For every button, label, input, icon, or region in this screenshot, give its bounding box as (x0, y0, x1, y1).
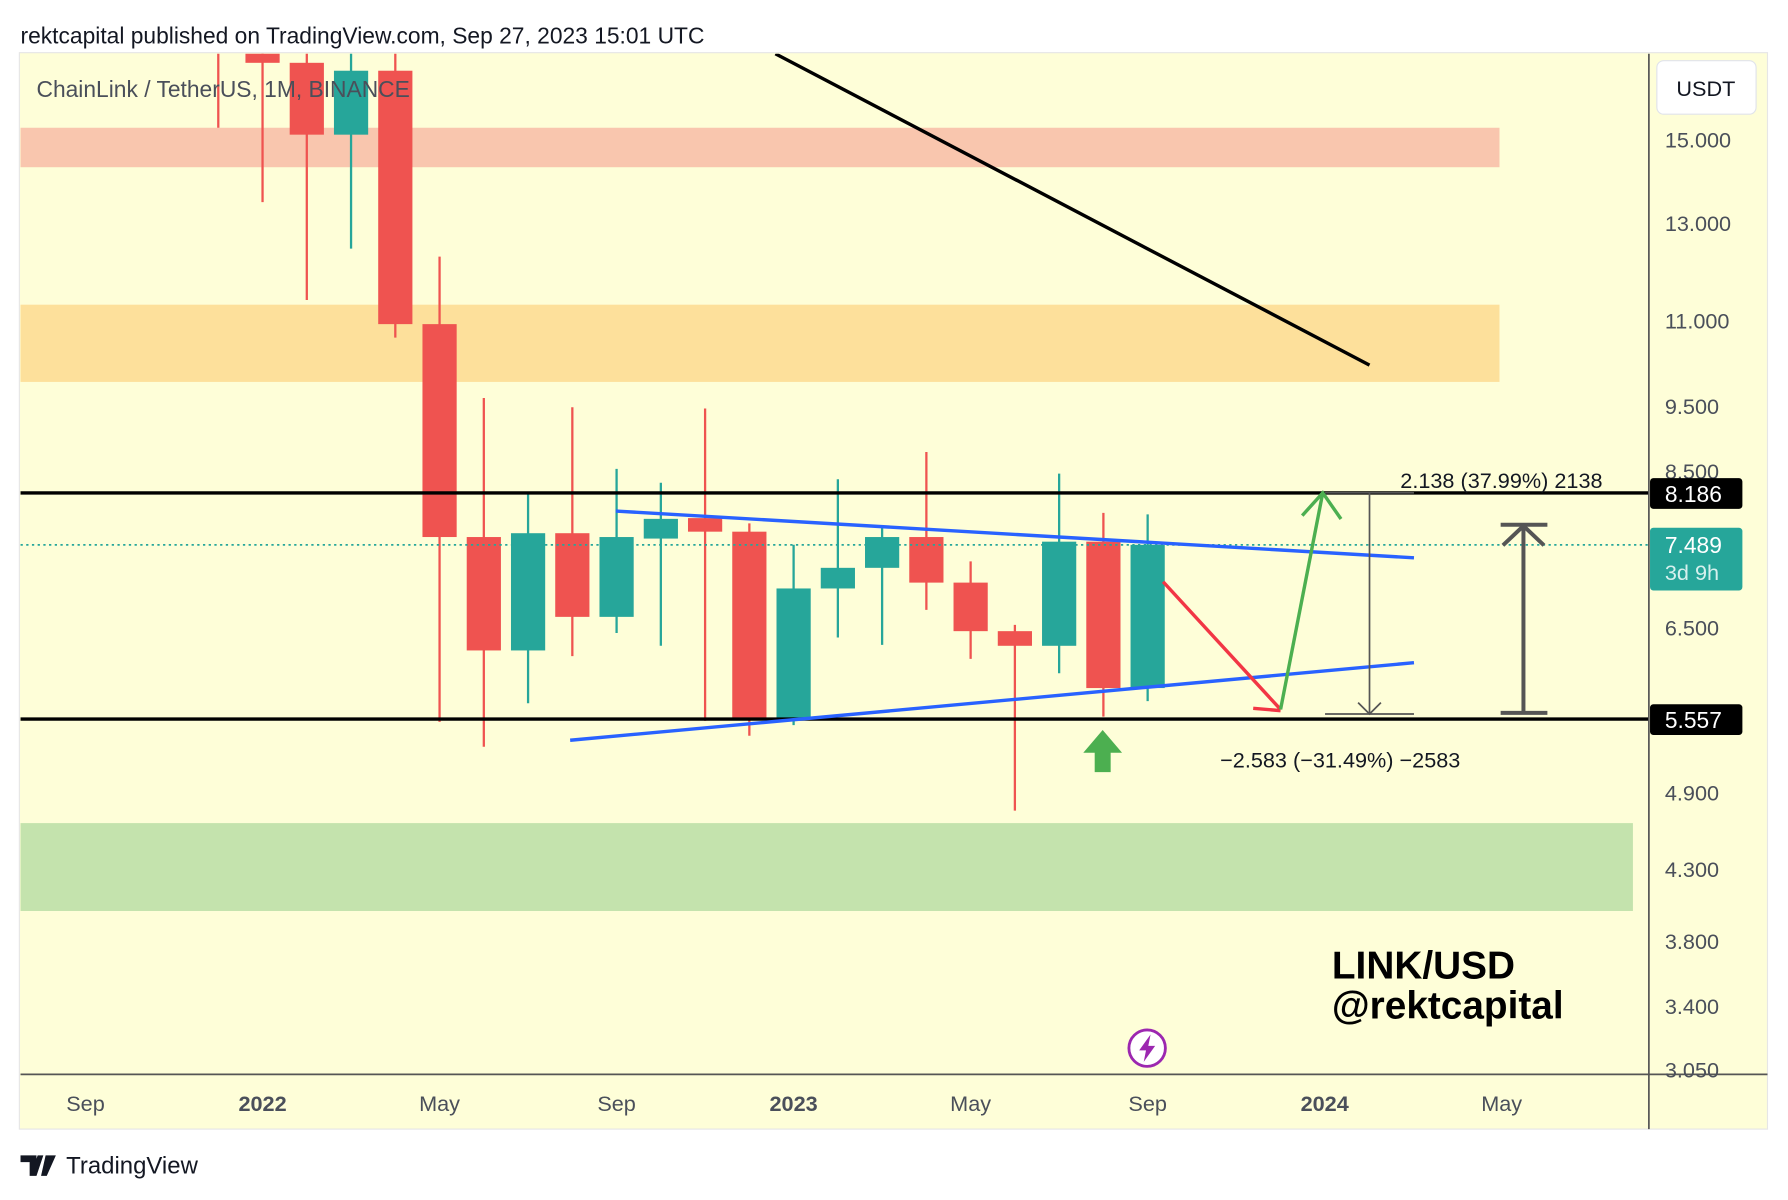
green-up-marker-icon (1083, 729, 1123, 773)
candle-2022-04[interactable] (378, 33, 413, 338)
candle-body (1130, 544, 1165, 689)
candle-2022-10[interactable] (643, 482, 678, 646)
candle-body (1042, 541, 1077, 646)
candle-2022-08[interactable] (555, 407, 590, 657)
candle-2022-07[interactable] (510, 492, 546, 704)
candle-body (378, 70, 413, 325)
watermark-author: @rektcapital (1332, 984, 1564, 1027)
descending-trendline[interactable] (774, 53, 1371, 367)
time-axis[interactable]: Sep 2022 May Sep 2023 May Sep 2024 May (66, 1091, 1522, 1116)
candle-2022-05[interactable] (422, 256, 457, 722)
candle-2021-12[interactable] (201, 0, 235, 128)
candle-2022-11[interactable] (687, 408, 723, 721)
candle-body (865, 537, 900, 568)
candle-2022-02[interactable] (289, 17, 324, 301)
red-down-arrow[interactable] (1161, 580, 1282, 713)
price-tick-label: 4.900 (1665, 781, 1719, 806)
published-header: rektcapital published on TradingView.com… (21, 23, 705, 49)
time-tick-label: 2024 (1301, 1091, 1349, 1116)
candle-body (599, 537, 634, 617)
watermark-pair: LINK/USD (1332, 945, 1515, 988)
candle-2022-06[interactable] (466, 398, 501, 747)
candle-body (245, 53, 280, 63)
resistance-price-label: 8.186 (1650, 478, 1743, 509)
triangle-upper-trendline[interactable] (615, 509, 1415, 560)
candle-body (1086, 541, 1121, 689)
price-tick-label: 3.050 (1665, 1057, 1719, 1082)
supply-zone[interactable] (20, 127, 1500, 168)
green-up-arrow[interactable] (1278, 490, 1343, 710)
currency-label[interactable]: USDT (1676, 76, 1735, 101)
watermark: LINK/USD @rektcapital (1332, 945, 1564, 1028)
time-tick-label: Sep (597, 1091, 636, 1116)
candle-2023-08[interactable] (1086, 512, 1121, 717)
candle-body (289, 62, 324, 135)
candle-2023-05[interactable] (953, 561, 988, 659)
candle-body (997, 631, 1032, 646)
candle-2023-09[interactable] (1130, 514, 1165, 702)
demand-zone[interactable] (20, 823, 1633, 912)
support-price-label: 5.557 (1650, 704, 1743, 736)
candle-2022-09[interactable] (599, 468, 634, 633)
candle-body (466, 537, 501, 651)
candle-body (953, 582, 988, 632)
price-tick-label: 6.500 (1665, 616, 1719, 641)
price-tick-label: 3.400 (1665, 994, 1719, 1019)
candle-body (643, 518, 678, 539)
candle-2023-03[interactable] (865, 527, 900, 645)
symbol-title[interactable]: ChainLink / TetherUS, 1M, BINANCE (36, 76, 409, 102)
triangle-lower-trendline[interactable] (569, 661, 1415, 742)
measure-down-label: −2.583 (−31.49%) −2583 (1220, 748, 1460, 773)
measure-up-label: 2.138 (37.99%) 2138 (1400, 468, 1602, 493)
candle-2022-01[interactable] (245, 0, 280, 203)
price-tick-label: 11.000 (1665, 308, 1730, 333)
level-value: 5.557 (1665, 707, 1722, 733)
time-tick-label: Sep (66, 1091, 105, 1116)
candle-countdown: 3d 9h (1665, 560, 1719, 585)
price-tick-label: 9.500 (1665, 394, 1719, 419)
target-range-arrow[interactable] (1500, 522, 1548, 715)
last-price-value: 7.489 (1665, 532, 1722, 558)
candle-body (732, 531, 767, 720)
candle-body (776, 588, 811, 720)
tradingview-logo-icon (20, 1155, 56, 1176)
candle-2022-12[interactable] (732, 523, 767, 736)
candle-body (909, 537, 944, 583)
candle-2023-02[interactable] (820, 479, 855, 638)
level-value: 8.186 (1665, 481, 1722, 507)
candle-body (422, 324, 457, 538)
price-tick-label: 15.000 (1665, 127, 1731, 152)
candle-2023-01[interactable] (776, 544, 811, 726)
time-tick-label: Sep (1128, 1091, 1167, 1116)
price-tick-label: 4.300 (1665, 857, 1719, 882)
candle-body (555, 533, 590, 617)
time-tick-label: May (1481, 1091, 1522, 1116)
footer-brand[interactable]: TradingView (66, 1153, 198, 1180)
time-tick-label: May (419, 1091, 460, 1116)
resistance-zone[interactable] (20, 304, 1500, 382)
candle-body (820, 567, 855, 589)
lightning-icon[interactable] (1127, 1028, 1167, 1068)
price-tick-label: 3.800 (1665, 929, 1719, 954)
time-tick-label: May (950, 1091, 991, 1116)
candle-2022-03[interactable] (333, 33, 369, 249)
usdt-button[interactable]: USDT (1656, 60, 1757, 115)
chart-pane[interactable] (18, 52, 1769, 1130)
time-tick-label: 2023 (770, 1091, 818, 1116)
candle-body (687, 518, 723, 532)
price-tick-label: 13.000 (1665, 211, 1731, 236)
time-tick-label: 2022 (238, 1091, 286, 1116)
price-range-measure[interactable] (1325, 491, 1414, 716)
candle-body (510, 533, 546, 651)
candle-body (333, 70, 369, 135)
candle-2023-07[interactable] (1042, 473, 1077, 674)
